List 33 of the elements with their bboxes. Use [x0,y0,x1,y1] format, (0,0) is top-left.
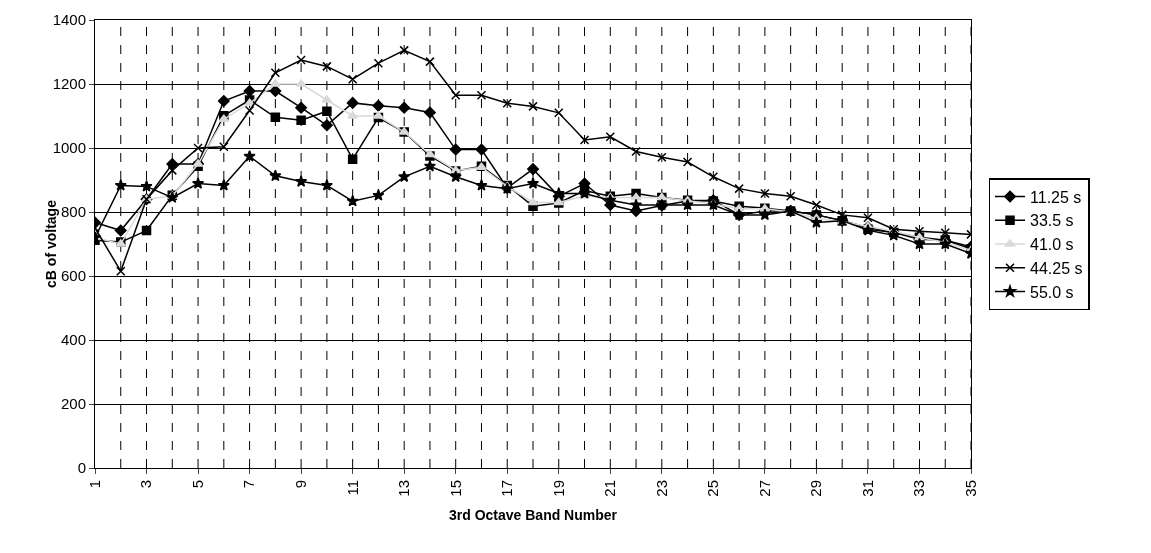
legend-label: 41.0 s [1030,236,1074,254]
y-axis-title: cB of voltage [42,199,59,288]
y-tick-label: 0 [77,459,86,477]
x-tick-label: 15 [446,480,464,497]
x-tick-label: 13 [395,480,413,497]
x-tick-label: 25 [704,480,722,497]
y-tick-label: 1200 [52,75,86,93]
legend-label: 44.25 s [1030,260,1083,278]
x-tick-label: 31 [858,480,876,497]
x-tick-label: 11 [343,480,361,496]
x-tick-label: 35 [961,480,979,497]
x-tick-label: 17 [498,480,516,497]
x-axis-title: 3rd Octave Band Number [448,507,618,523]
x-tick-label: 9 [291,480,309,489]
y-tick-label: 1400 [52,11,86,29]
y-tick-label: 600 [60,267,86,285]
x-tick-label: 23 [652,480,670,497]
x-tick-label: 1 [85,480,103,489]
y-tick-label: 200 [60,395,86,413]
x-tick-label: 29 [807,480,825,497]
legend-label: 11.25 s [1030,188,1082,206]
x-tick-label: 7 [240,480,258,489]
x-tick-label: 3 [137,480,155,489]
y-tick-label: 400 [60,331,86,349]
x-tick-label: 33 [910,480,928,497]
x-tick-label: 19 [549,480,567,497]
legend-label: 55.0 s [1030,283,1074,301]
y-tick-label: 1000 [52,139,86,157]
legend-label: 33.5 s [1030,212,1074,230]
y-tick-label: 800 [60,203,86,221]
x-tick-label: 27 [755,480,773,497]
x-tick-label: 21 [601,480,619,497]
x-tick-label: 5 [188,480,206,489]
